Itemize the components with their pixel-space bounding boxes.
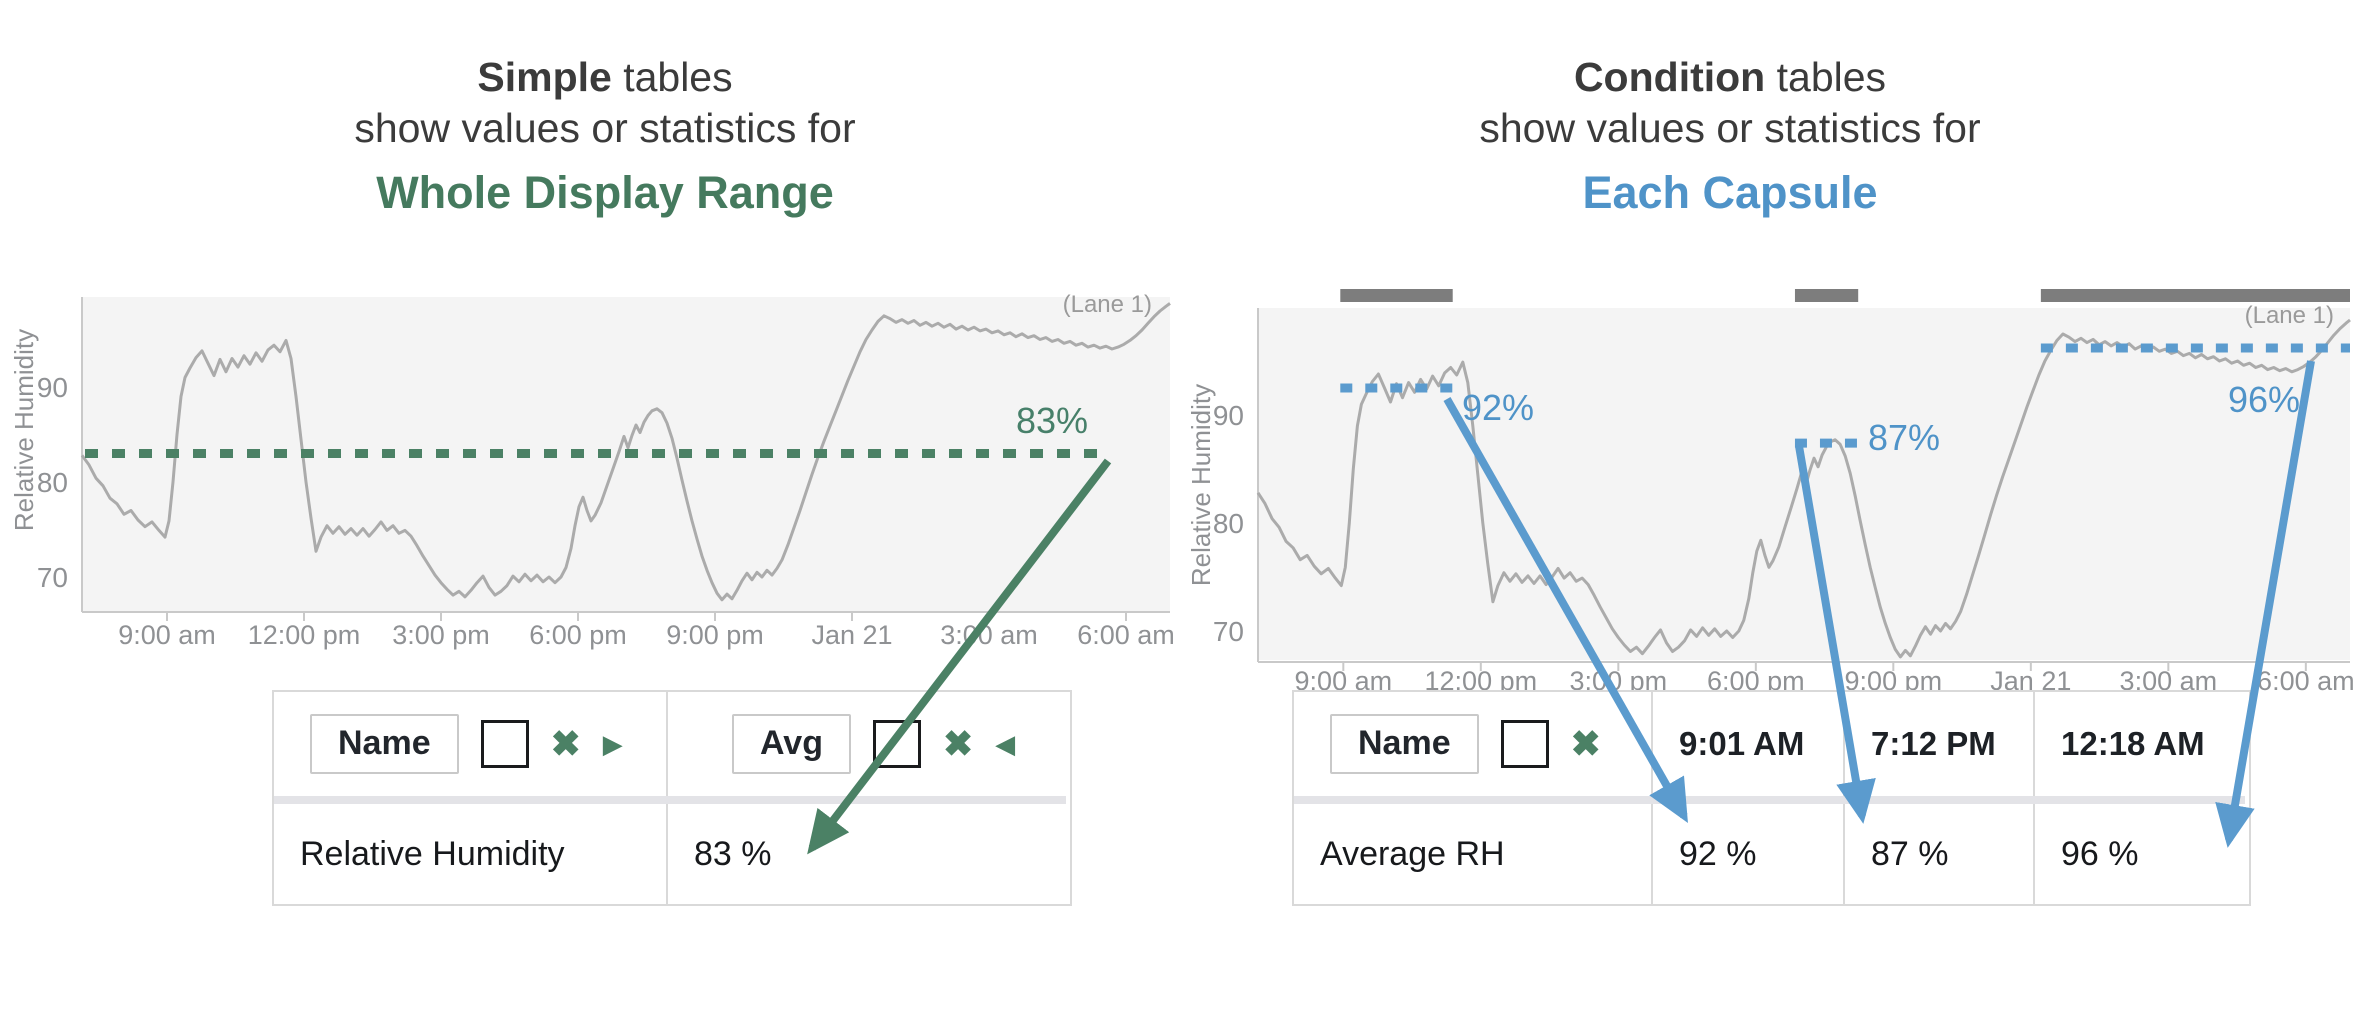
- x-tick-label: Jan 21: [811, 620, 892, 650]
- simple-table-trend: 9:00 am 12:00 pm 3:00 pm 6:00 pm 9:00 pm Jan …: [9, 291, 1175, 650]
- simple-table: Name ✖ ▶ Avg ✖ ◀ Relative Humidity 83 %: [272, 690, 1072, 906]
- y-tick-label: 90: [37, 372, 68, 403]
- x-tick-label: 6:00 am: [2257, 666, 2355, 696]
- lane-label: (Lane 1): [1063, 291, 1152, 318]
- capsule-3-time-header: 12:18 AM: [2035, 692, 2245, 796]
- x-tick-label: 3:00 am: [940, 620, 1038, 650]
- simple-tables-title: Simple tables show values or statistics …: [105, 52, 1105, 218]
- x-tick-label: 6:00 am: [1077, 620, 1175, 650]
- move-column-left-icon[interactable]: ◀: [995, 729, 1016, 759]
- y-tick-label: 90: [1213, 400, 1244, 431]
- humidity-signal-line: [80, 302, 1171, 602]
- x-tick-label: 3:00 pm: [392, 620, 490, 650]
- capsule-average-label: 87%: [1868, 417, 1940, 458]
- capsule-1-value-cell: 92 %: [1653, 804, 1845, 904]
- plot-background: [1258, 308, 2350, 660]
- y-axis-title: Relative Humidity: [9, 329, 39, 531]
- x-tick-label: 9:00 pm: [666, 620, 764, 650]
- x-tick-label: 12:00 pm: [248, 620, 361, 650]
- capsule-bar: [1794, 289, 1859, 302]
- simple-table-avg-header-cell: Avg ✖ ◀: [668, 692, 1066, 796]
- condition-table: Name ✖ 9:01 AM 7:12 PM 12:18 AM Average …: [1292, 690, 2251, 906]
- signal-avg-value-cell: 83 %: [668, 804, 1066, 904]
- signal-name-cell: Relative Humidity: [274, 804, 668, 904]
- capsule-2-value-cell: 87 %: [1845, 804, 2035, 904]
- remove-avg-column-icon[interactable]: ✖: [942, 723, 974, 764]
- capsule-bar: [1340, 289, 1453, 302]
- y-tick-label: 70: [1213, 616, 1244, 647]
- each-capsule-label: Each Capsule: [1582, 167, 1878, 218]
- name-column-checkbox[interactable]: [480, 720, 529, 768]
- name-column-button[interactable]: Name: [310, 714, 459, 774]
- capsule-bar: [2040, 289, 2350, 302]
- lane-label: (Lane 1): [2245, 302, 2334, 329]
- capsule-average-label: 92%: [1462, 387, 1534, 428]
- x-tick-label: 6:00 pm: [529, 620, 627, 650]
- condition-tables-subheading: show values or statistics for: [1479, 105, 1981, 151]
- condition-tables-heading: Condition tables: [1573, 54, 1887, 100]
- remove-column-icon[interactable]: ✖: [550, 723, 581, 764]
- condition-row-name-cell: Average RH: [1294, 804, 1653, 904]
- whole-display-range-label: Whole Display Range: [376, 167, 834, 218]
- condition-table-name-header-cell: Name ✖: [1294, 692, 1653, 796]
- remove-column-icon[interactable]: ✖: [1570, 723, 1601, 764]
- table-header-divider: [1294, 796, 2245, 804]
- capsule-3-value-cell: 96 %: [2035, 804, 2245, 904]
- move-column-right-icon[interactable]: ▶: [602, 729, 623, 759]
- y-axis-title: Relative Humidity: [1186, 384, 1216, 586]
- avg-column-button[interactable]: Avg: [732, 714, 851, 774]
- capsule-1-time-header: 9:01 AM: [1653, 692, 1845, 796]
- simple-tables-heading: Simple tables: [477, 54, 733, 100]
- simple-table-name-header-cell: Name ✖ ▶: [274, 692, 668, 796]
- name-column-button[interactable]: Name: [1330, 714, 1479, 774]
- x-tick-label: 9:00 am: [118, 620, 216, 650]
- condition-tables-title: Condition tables show values or statisti…: [1230, 52, 2230, 218]
- y-tick-label: 80: [37, 467, 68, 498]
- condition-table-trend: 9:00 am 12:00 pm 3:00 pm 6:00 pm 9:00 pm Jan …: [1186, 289, 2355, 696]
- capsule-2-time-header: 7:12 PM: [1845, 692, 2035, 796]
- average-value-label: 83%: [1016, 400, 1088, 441]
- y-tick-label: 80: [1213, 508, 1244, 539]
- name-column-checkbox[interactable]: [1500, 720, 1549, 768]
- simple-tables-subheading: show values or statistics for: [354, 105, 856, 151]
- y-tick-label: 70: [37, 562, 68, 593]
- capsule-average-label: 96%: [2228, 379, 2300, 420]
- table-header-divider: [274, 796, 1066, 804]
- avg-column-checkbox[interactable]: [872, 720, 921, 768]
